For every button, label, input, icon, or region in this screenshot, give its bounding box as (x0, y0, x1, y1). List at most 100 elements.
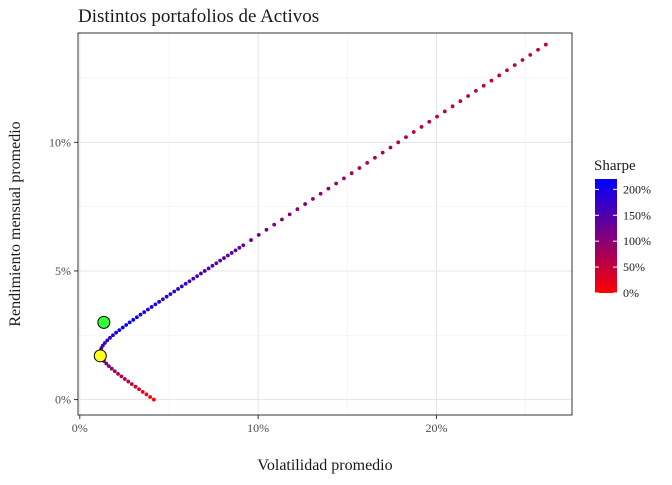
portfolio-point (334, 181, 339, 186)
portfolio-point (114, 330, 118, 335)
portfolio-point (142, 310, 147, 315)
grid-major (78, 33, 572, 415)
y-axis-title: Rendimiento mensual promedio (7, 121, 24, 326)
portfolio-point (287, 212, 292, 217)
portfolio-point (450, 104, 455, 109)
portfolio-point (466, 94, 471, 98)
data-points (98, 42, 548, 402)
legend: Sharpe 200% 150% 100% 50% 0% (594, 158, 651, 300)
legend-colorbar (595, 179, 617, 293)
portfolio-point (106, 364, 111, 369)
portfolio-point (116, 371, 120, 376)
portfolio-point (380, 150, 385, 155)
portfolio-point (153, 302, 158, 307)
portfolio-point (427, 119, 432, 124)
portfolio-point (357, 166, 362, 170)
portfolio-point (133, 384, 138, 389)
portfolio-point (140, 389, 145, 394)
portfolio-point (295, 207, 300, 212)
portfolio-point (108, 335, 112, 340)
portfolio-point (303, 202, 308, 206)
portfolio-point (481, 83, 486, 88)
portfolio-point (210, 263, 215, 268)
portfolio-point (127, 320, 132, 325)
portfolio-point (199, 271, 203, 276)
portfolio-point (149, 305, 154, 309)
portfolio-point (435, 114, 439, 119)
portfolio-point (218, 258, 223, 263)
portfolio-point (222, 256, 226, 260)
portfolio-point (151, 397, 156, 402)
portfolio-point (419, 124, 424, 129)
portfolio-point (497, 73, 502, 78)
portfolio-point (191, 276, 196, 281)
portfolio-point (280, 217, 284, 222)
portfolio-point (119, 374, 124, 379)
portfolio-point (160, 297, 165, 302)
portfolio-point (473, 88, 478, 93)
portfolio-point (229, 251, 234, 255)
portfolio-point (137, 387, 141, 392)
x-tick-label: 10% (247, 421, 269, 435)
portfolio-point (249, 238, 253, 242)
y-tick-label: 0% (55, 393, 71, 407)
portfolio-point (117, 328, 122, 333)
legend-label: 150% (623, 208, 651, 222)
portfolio-point (144, 392, 149, 397)
portfolio-point (157, 299, 162, 304)
portfolio-point (342, 176, 346, 181)
portfolio-point (458, 99, 463, 104)
portfolio-point (396, 140, 401, 145)
portfolio-point (172, 289, 177, 294)
y-axis-ticks: 0% 5% 10% (49, 135, 78, 407)
portfolio-point (183, 281, 188, 286)
portfolio-point (100, 343, 105, 348)
portfolio-point (126, 379, 131, 384)
portfolio-point (520, 58, 525, 62)
portfolio-point (148, 395, 153, 399)
chart-title: Distintos portafolios de Activos (78, 6, 319, 27)
x-axis-ticks: 0% 10% 20% (72, 415, 447, 435)
portfolio-point (543, 42, 548, 47)
y-tick-label: 10% (49, 135, 71, 149)
x-axis-title: Volatilidad promedio (257, 457, 392, 474)
portfolio-point (187, 279, 192, 284)
portfolio-point (411, 130, 416, 134)
min-variance-point (93, 349, 107, 363)
portfolio-point (528, 52, 533, 57)
portfolio-point (120, 325, 125, 330)
portfolio-point (512, 63, 517, 68)
portfolio-point (124, 323, 129, 327)
portfolio-point (111, 333, 115, 338)
portfolio-point (489, 78, 494, 83)
portfolio-point (349, 171, 354, 176)
portfolio-point (388, 145, 393, 150)
legend-label: 0% (623, 286, 639, 300)
legend-title: Sharpe (594, 158, 636, 174)
x-tick-label: 20% (425, 421, 447, 435)
portfolio-point (104, 361, 109, 366)
highlighted-points (93, 315, 111, 363)
portfolio-point (146, 307, 150, 312)
legend-label: 50% (623, 260, 645, 274)
portfolio-point (179, 284, 184, 289)
y-tick-label: 5% (55, 264, 71, 278)
portfolio-point (109, 366, 114, 371)
portfolio-point (373, 155, 377, 160)
portfolio-point (536, 47, 540, 52)
legend-ticks: 200% 150% 100% 50% 0% (595, 182, 651, 300)
portfolio-point (131, 317, 136, 322)
portfolio-point (404, 135, 408, 140)
x-tick-label: 0% (72, 421, 88, 435)
portfolio-point (365, 161, 370, 165)
portfolio-point (102, 341, 107, 345)
plot-panel (78, 33, 572, 415)
portfolio-point (122, 377, 127, 381)
portfolio-point (168, 292, 173, 296)
portfolio-point (442, 109, 447, 114)
legend-label: 100% (623, 234, 651, 248)
portfolio-point (505, 68, 509, 73)
max-sharpe-point (97, 315, 111, 329)
portfolio-point (202, 269, 207, 273)
